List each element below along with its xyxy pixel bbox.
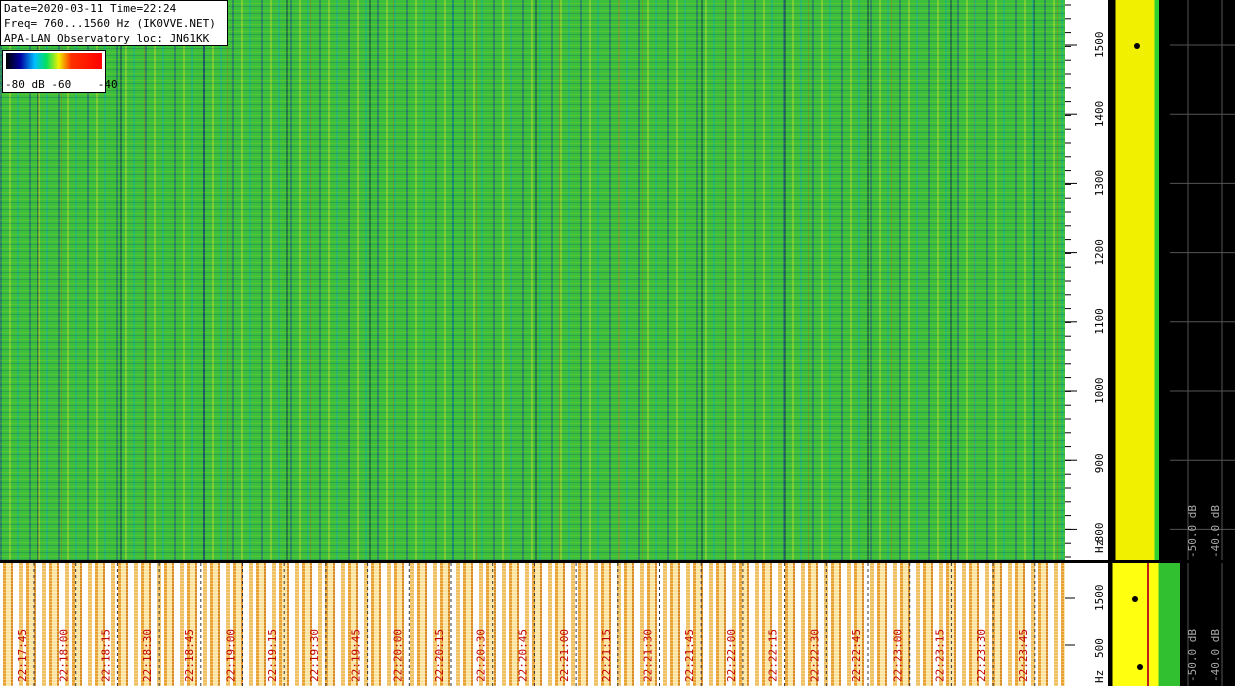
marker bbox=[1137, 664, 1143, 670]
info-box: Date=2020-03-11 Time=22:24 Freq= 760...1… bbox=[0, 0, 228, 46]
time-label: 22:22:15 bbox=[767, 629, 780, 682]
time-label: 22:23:45 bbox=[1017, 629, 1030, 682]
colorbar-label: -80 dB bbox=[5, 78, 45, 91]
time-label: 22:21:45 bbox=[683, 629, 696, 682]
info-line: Date=2020-03-11 Time=22:24 bbox=[4, 2, 177, 15]
time-label: 22:18:30 bbox=[141, 629, 154, 682]
colorbar-labels: -80 dB -60 -40 bbox=[5, 78, 118, 91]
info-line: APA-LAN Observatory loc: JN61KK bbox=[4, 32, 210, 45]
time-label: 22:23:30 bbox=[975, 629, 988, 682]
time-label: 22:17:45 bbox=[16, 629, 29, 682]
colorbar-label: -60 bbox=[51, 78, 72, 91]
time-label: 22:23:15 bbox=[933, 629, 946, 682]
marker bbox=[1134, 43, 1140, 49]
freq-tick-label: 800 bbox=[1093, 523, 1106, 543]
colorbar-label: -40 bbox=[97, 78, 118, 91]
level-label: -50.0 dB bbox=[1186, 505, 1199, 558]
time-label: 22:18:15 bbox=[99, 629, 112, 682]
frequency-axis bbox=[1065, 0, 1108, 560]
time-label: 22:20:00 bbox=[391, 629, 404, 682]
history-strip bbox=[0, 563, 1065, 686]
history-unit: Hz bbox=[1093, 670, 1106, 683]
time-label: 22:19:00 bbox=[225, 629, 238, 682]
time-label: 22:21:15 bbox=[600, 629, 613, 682]
separator bbox=[0, 560, 1235, 563]
time-label: 22:18:45 bbox=[183, 629, 196, 682]
colorbar-gradient bbox=[6, 53, 102, 69]
marker bbox=[1132, 596, 1138, 602]
history-axis bbox=[1065, 563, 1108, 686]
freq-tick-label: 1500 bbox=[1093, 32, 1106, 59]
time-label: 22:20:45 bbox=[516, 629, 529, 682]
time-label: 22:22:30 bbox=[808, 629, 821, 682]
time-label: 22:18:00 bbox=[58, 629, 71, 682]
time-label: 22:21:00 bbox=[558, 629, 571, 682]
time-label: 22:23:00 bbox=[892, 629, 905, 682]
freq-tick-label: 1000 bbox=[1093, 378, 1106, 405]
history-freq-label: 1500 bbox=[1093, 585, 1106, 612]
time-label: 22:19:45 bbox=[350, 629, 363, 682]
spectrum-panel bbox=[1108, 0, 1170, 560]
time-label: 22:21:30 bbox=[642, 629, 655, 682]
time-label: 22:19:30 bbox=[308, 629, 321, 682]
time-label: 22:19:15 bbox=[266, 629, 279, 682]
freq-unit: Hz bbox=[1093, 540, 1106, 553]
time-label: 22:22:45 bbox=[850, 629, 863, 682]
time-label: 22:20:15 bbox=[433, 629, 446, 682]
level-label: -40.0 dB bbox=[1209, 505, 1222, 558]
history-level-label: -40.0 dB bbox=[1209, 629, 1222, 682]
freq-tick-label: 1400 bbox=[1093, 101, 1106, 128]
time-label: 22:20:30 bbox=[475, 629, 488, 682]
history-spectrum-panel bbox=[1108, 563, 1180, 686]
freq-tick-label: 1200 bbox=[1093, 239, 1106, 266]
history-level-label: -50.0 dB bbox=[1186, 629, 1199, 682]
history-freq-label: 500 bbox=[1093, 638, 1106, 658]
freq-tick-label: 1300 bbox=[1093, 170, 1106, 197]
freq-tick-label: 1100 bbox=[1093, 308, 1106, 335]
info-line: Freq= 760...1560 Hz (IK0VVE.NET) bbox=[4, 17, 216, 30]
time-label: 22:22:00 bbox=[725, 629, 738, 682]
freq-tick-label: 900 bbox=[1093, 453, 1106, 473]
colorbar: -80 dB -60 -40 bbox=[2, 50, 118, 93]
waterfall bbox=[0, 0, 1065, 560]
